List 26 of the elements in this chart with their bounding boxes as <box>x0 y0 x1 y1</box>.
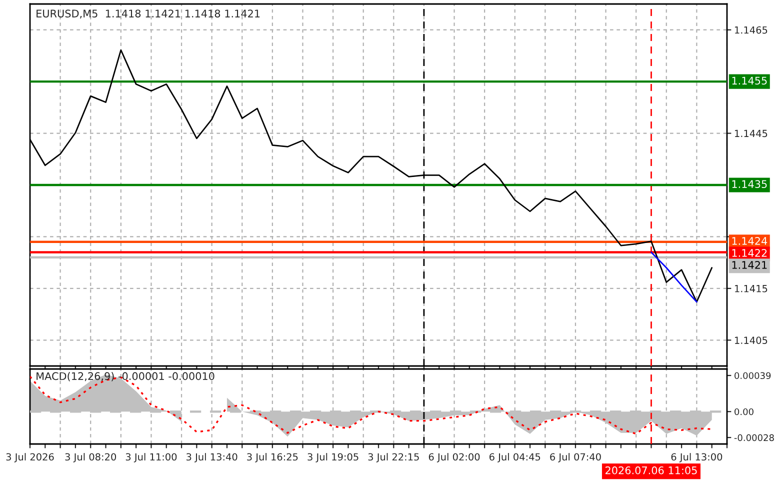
y-tick-label: 0.00039 <box>734 372 771 380</box>
ref-line-label: 1.1435 <box>732 180 767 188</box>
x-tick-label: 3 Jul 22:15 <box>368 453 419 462</box>
y-tick-label: -0.00028 <box>734 434 774 442</box>
y-tick-label: 1.1405 <box>735 336 768 344</box>
y-tick-label: 0.00 <box>734 408 754 416</box>
ref-line-label: 1.1422 <box>732 249 767 257</box>
chart-title: MACD(12,26,9) -0.00001 -0.00010 <box>36 372 214 382</box>
y-tick-label: 1.1415 <box>735 285 768 292</box>
x-tick-label: 6 Jul 04:45 <box>489 453 540 462</box>
x-tick-label: 6 Jul 13:00 <box>671 453 722 462</box>
x-tick-label: 3 Jul 2026 <box>6 453 54 462</box>
x-tick-label: 3 Jul 19:05 <box>308 453 358 462</box>
ref-line-label: 1.1455 <box>732 76 767 85</box>
x-tick-label: 3 Jul 13:40 <box>186 453 238 462</box>
ref-line-label: 1.1424 <box>732 237 768 245</box>
ref-line-label: 1.1421 <box>732 261 767 269</box>
y-tick-label: 1.1445 <box>735 130 768 138</box>
y-tick-label: 1.1465 <box>735 26 768 34</box>
x-tick-label: 3 Jul 08:20 <box>65 453 116 462</box>
text: 2026.07.06 11:05 <box>606 466 697 474</box>
x-tick-label: 3 Jul 11:00 <box>126 453 177 462</box>
x-tick-label: 6 Jul 02:00 <box>428 453 480 462</box>
chart-title: EURUSD,M5 1.1418 1.1421 1.1418 1.1421 <box>36 10 260 19</box>
x-tick-label: 6 Jul 07:40 <box>550 453 601 462</box>
x-tick-label: 3 Jul 16:25 <box>247 453 298 462</box>
